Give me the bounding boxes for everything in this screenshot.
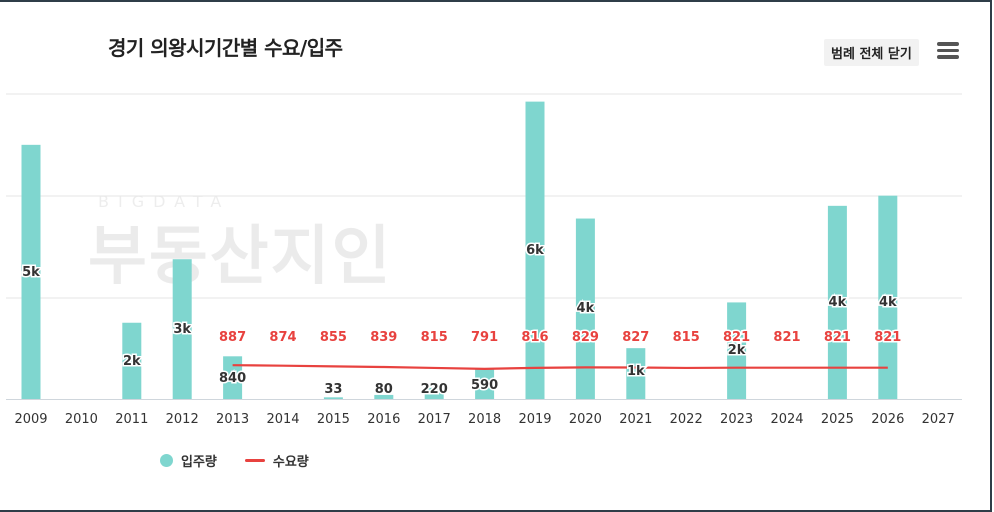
demand-label-2022: 815	[673, 330, 700, 345]
x-tick-label-2024: 2024	[770, 412, 803, 427]
bar-label-2025: 4k	[829, 295, 847, 310]
legend-item-supply[interactable]: 입주량	[160, 451, 217, 470]
demand-label-2014: 874	[269, 330, 296, 345]
x-tick-label-2010: 2010	[65, 412, 98, 427]
bar-2009	[21, 144, 41, 399]
chart-title: 경기 의왕시기간별 수요/입주	[108, 36, 343, 60]
x-tick-label-2012: 2012	[166, 412, 199, 427]
bar-label-2011: 2k	[123, 354, 141, 369]
x-tick-label-2021: 2021	[619, 412, 652, 427]
bar-2017	[424, 387, 444, 399]
demand-label-2021: 827	[622, 330, 649, 345]
demand-label-2016: 839	[370, 330, 397, 345]
x-tick-label-2011: 2011	[115, 412, 148, 427]
hamburger-menu-icon[interactable]	[937, 40, 959, 60]
bar-label-2026: 4k	[879, 295, 897, 310]
demand-label-2025: 821	[824, 330, 851, 345]
demand-line	[232, 364, 888, 370]
x-tick-label-2022: 2022	[670, 412, 703, 427]
demand-label-2017: 815	[421, 330, 448, 345]
x-tick-label-2019: 2019	[518, 412, 551, 427]
bar-2013	[223, 356, 243, 399]
demand-label-2018: 791	[471, 330, 498, 345]
legend-item-demand[interactable]: 수요량	[244, 451, 309, 470]
demand-label-2019: 816	[521, 330, 548, 345]
legend-dot-icon	[160, 454, 173, 467]
bar-label-2013: 840	[219, 371, 246, 386]
chart-legend: 입주량 수요량	[160, 451, 309, 470]
legend-label-supply: 입주량	[181, 455, 217, 470]
bar-label-2009: 5k	[22, 265, 40, 280]
demand-label-2024: 821	[773, 330, 800, 345]
x-tick-label-2016: 2016	[367, 412, 400, 427]
bar-2023	[727, 302, 747, 399]
x-tick-label-2018: 2018	[468, 412, 501, 427]
legend-label-demand: 수요량	[272, 455, 309, 470]
bar-2016	[374, 394, 394, 399]
x-tick-label-2026: 2026	[871, 412, 904, 427]
demand-label-2023: 821	[723, 330, 750, 345]
bar-2026	[878, 195, 898, 399]
bar-label-2020: 4k	[577, 301, 595, 316]
x-tick-label-2015: 2015	[317, 412, 350, 427]
bar-2025	[827, 205, 847, 399]
bar-2011	[122, 322, 142, 399]
bar-2019	[525, 101, 545, 399]
x-tick-label-2027: 2027	[922, 412, 955, 427]
x-tick-label-2009: 2009	[14, 412, 47, 427]
bar-label-2015: 33	[324, 382, 342, 397]
bar-label-2017: 220	[421, 382, 448, 397]
x-tick-label-2025: 2025	[821, 412, 854, 427]
bar-label-2012: 3k	[173, 322, 191, 337]
legend-toggle-button[interactable]: 범례 전체 닫기	[824, 39, 919, 66]
bar-label-2019: 6k	[526, 243, 544, 258]
bar-label-2021: 1k	[627, 364, 645, 379]
bar-2020	[575, 218, 595, 399]
bar-label-2016: 80	[375, 382, 393, 397]
demand-label-2015: 855	[320, 330, 347, 345]
bar-2015	[323, 397, 343, 399]
legend-line-icon	[244, 459, 265, 462]
bar-2012	[172, 259, 192, 399]
bar-label-2018: 590	[471, 378, 498, 393]
demand-label-2020: 829	[572, 330, 599, 345]
demand-label-2013: 887	[219, 330, 246, 345]
x-tick-label-2017: 2017	[418, 412, 451, 427]
x-tick-label-2014: 2014	[266, 412, 299, 427]
x-tick-label-2023: 2023	[720, 412, 753, 427]
bar-label-2023: 2k	[728, 343, 746, 358]
bar-2021	[626, 348, 646, 399]
x-tick-label-2013: 2013	[216, 412, 249, 427]
bar-2018	[475, 369, 495, 399]
x-tick-label-2020: 2020	[569, 412, 602, 427]
demand-label-2026: 821	[874, 330, 901, 345]
